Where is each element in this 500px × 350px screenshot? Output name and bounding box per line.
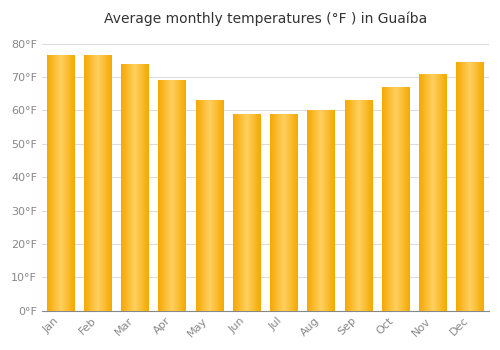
Title: Average monthly temperatures (°F ) in Guaíba: Average monthly temperatures (°F ) in Gu… [104, 11, 427, 26]
